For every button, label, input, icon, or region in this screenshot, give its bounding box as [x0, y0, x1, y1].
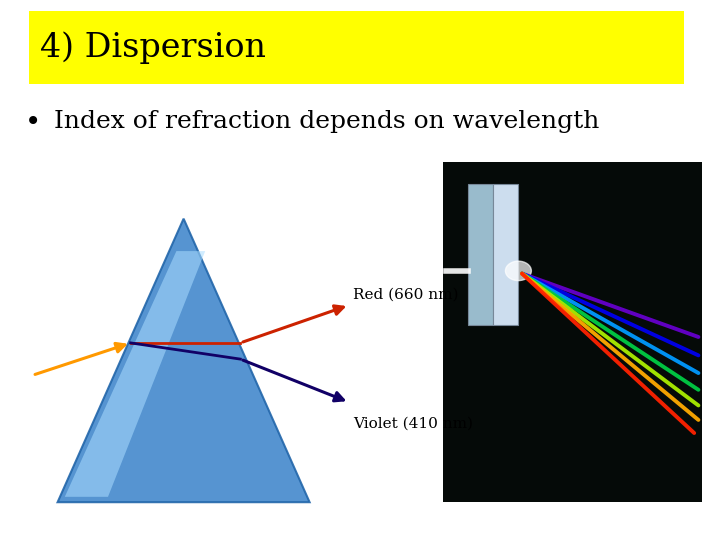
Polygon shape [493, 184, 518, 325]
Polygon shape [468, 184, 493, 325]
Text: Red (660 nm): Red (660 nm) [353, 287, 459, 301]
Text: •: • [25, 107, 42, 136]
Bar [29, 11, 684, 84]
Polygon shape [65, 251, 205, 497]
Polygon shape [58, 219, 310, 502]
Text: 4) Dispersion: 4) Dispersion [40, 31, 266, 64]
Text: Violet (410 nm): Violet (410 nm) [353, 417, 473, 431]
Circle shape [505, 261, 531, 281]
Text: Incident
light: Incident light [4, 278, 73, 310]
Text: Index of refraction depends on wavelength: Index of refraction depends on wavelengt… [54, 110, 599, 133]
Bar [443, 162, 702, 502]
